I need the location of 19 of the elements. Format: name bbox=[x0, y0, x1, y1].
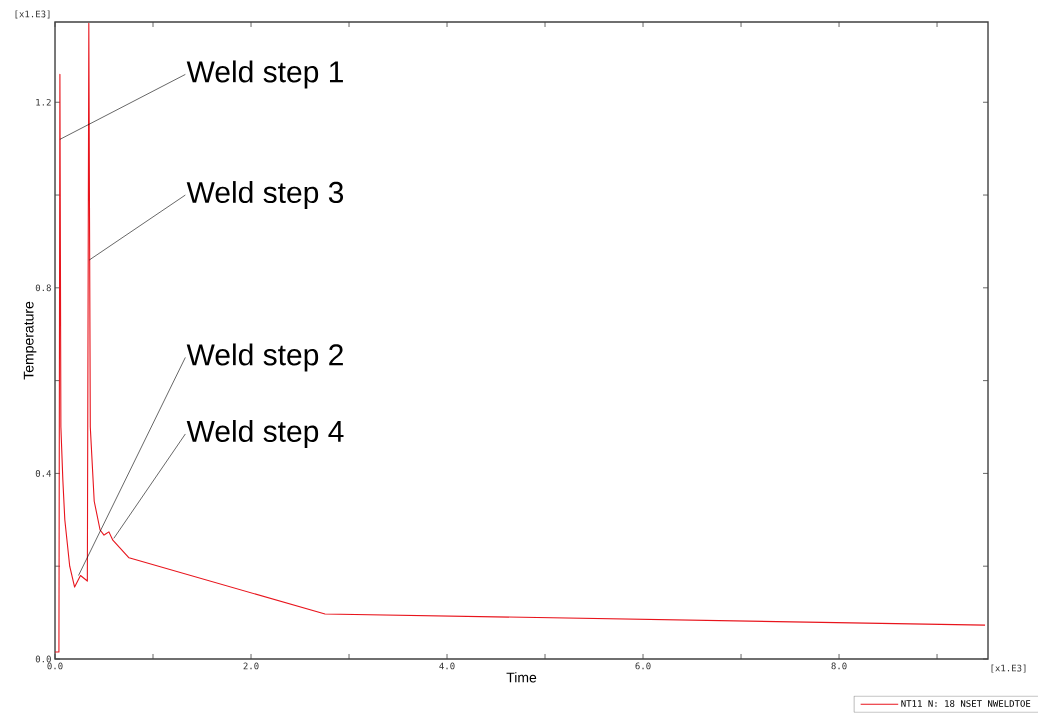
annotation: Weld step 1 bbox=[186, 60, 343, 89]
text: [x1.E3] bbox=[15, 10, 50, 19]
y-tick-label: 0.4 bbox=[35, 470, 52, 477]
annotation: Weld step 2 bbox=[186, 343, 343, 372]
y-tick-label: 1.2 bbox=[36, 98, 51, 106]
y-axis-title: Temperature bbox=[23, 301, 37, 380]
text: [x1.E3] bbox=[991, 664, 1026, 673]
y-tick-label: 0.0 bbox=[35, 655, 51, 663]
x-tick-label: 2.0 bbox=[243, 662, 259, 670]
line-series bbox=[54, 22, 986, 653]
annotation: Weld step 4 bbox=[186, 419, 344, 448]
x-tick-label: 4.0 bbox=[439, 662, 455, 670]
x-tick-label: 8.0 bbox=[831, 662, 847, 670]
y-tick-label: 0.8 bbox=[35, 284, 51, 292]
x-axis-title: Time bbox=[506, 672, 537, 683]
x-tick-label: 0.0 bbox=[47, 662, 63, 670]
annotation: Weld step 3 bbox=[186, 181, 344, 210]
legend-label: NT11 N: 18 NSET NWELDTOE bbox=[901, 700, 1031, 707]
x-tick-label: 6.0 bbox=[635, 662, 651, 670]
